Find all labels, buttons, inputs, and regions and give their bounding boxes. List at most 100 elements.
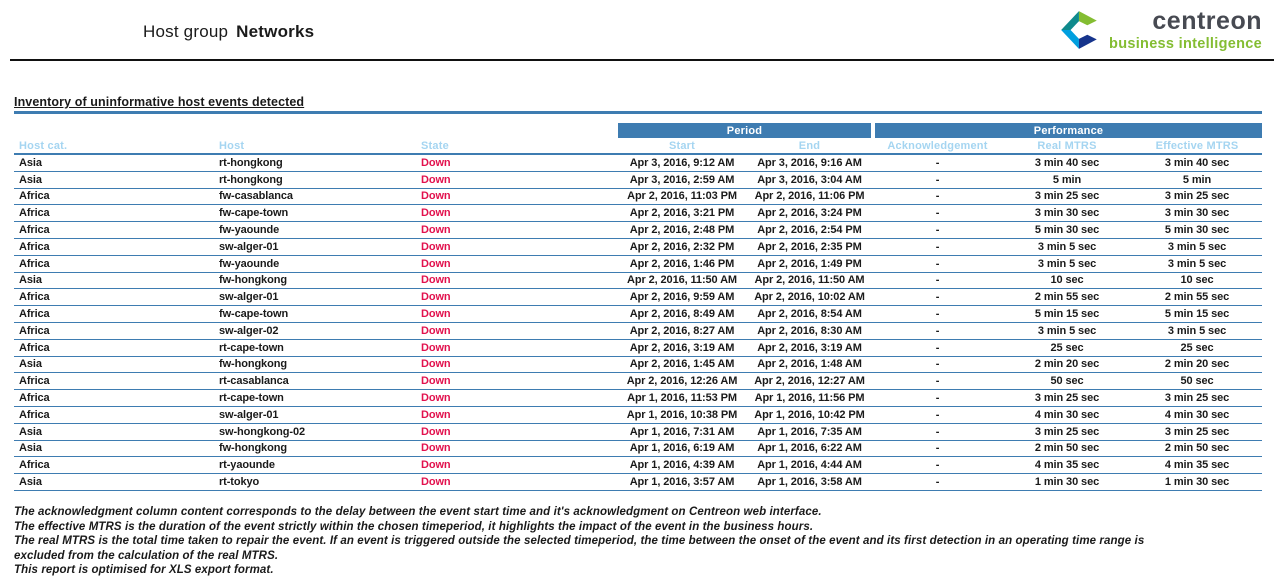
effective-mtrs-cell: 3 min 5 sec bbox=[1132, 238, 1263, 256]
host-category-cell: Africa bbox=[14, 238, 214, 256]
host-cell: fw-hongkong bbox=[214, 440, 416, 458]
effective-mtrs-cell: 3 min 25 sec bbox=[1132, 188, 1263, 206]
start-cell: Apr 1, 2016, 7:31 AM bbox=[618, 423, 746, 441]
column-header-state: State bbox=[416, 138, 618, 155]
table-row: Asia sw-hongkong-02 Down Apr 1, 2016, 7:31 … bbox=[14, 423, 1263, 441]
effective-mtrs-cell: 1 min 30 sec bbox=[1132, 473, 1263, 491]
end-cell: Apr 2, 2016, 11:50 AM bbox=[746, 272, 873, 290]
state-cell: Down bbox=[416, 154, 618, 172]
acknowledgement-cell: - bbox=[873, 322, 1002, 340]
table-row: Africa rt-cape-town Down Apr 2, 2016, 3:19 … bbox=[14, 339, 1263, 357]
real-mtrs-cell: 2 min 20 sec bbox=[1002, 356, 1132, 374]
footnote-effective-mtrs: The effective MTRS is the duration of th… bbox=[14, 520, 814, 533]
acknowledgement-cell: - bbox=[873, 272, 1002, 290]
state-cell: Down bbox=[416, 356, 618, 374]
footnote-real-mtrs: The real MTRS is the total time taken to… bbox=[14, 535, 1145, 562]
page-title-prefix: Host group bbox=[143, 22, 229, 41]
state-cell: Down bbox=[416, 221, 618, 239]
start-cell: Apr 2, 2016, 11:50 AM bbox=[618, 272, 746, 290]
host-cell: rt-tokyo bbox=[214, 473, 416, 491]
table-row: Asia fw-hongkong Down Apr 1, 2016, 6:19 AM A… bbox=[14, 440, 1263, 458]
effective-mtrs-cell: 5 min 30 sec bbox=[1132, 221, 1263, 239]
host-cell: fw-yaounde bbox=[214, 221, 416, 239]
effective-mtrs-cell: 2 min 50 sec bbox=[1132, 440, 1263, 458]
acknowledgement-cell: - bbox=[873, 204, 1002, 223]
host-category-cell: Africa bbox=[14, 188, 214, 206]
host-category-cell: Asia bbox=[14, 272, 214, 290]
host-category-cell: Africa bbox=[14, 322, 214, 340]
end-cell: Apr 2, 2016, 1:49 PM bbox=[746, 255, 873, 273]
state-cell: Down bbox=[416, 171, 618, 189]
effective-mtrs-cell: 4 min 30 sec bbox=[1132, 406, 1263, 424]
table-row: Asia fw-hongkong Down Apr 2, 2016, 1:45 AM A… bbox=[14, 356, 1263, 374]
acknowledgement-cell: - bbox=[873, 305, 1002, 323]
real-mtrs-cell: 5 min bbox=[1002, 171, 1132, 189]
end-cell: Apr 1, 2016, 4:44 AM bbox=[746, 456, 873, 475]
table-row: Africa sw-alger-01 Down Apr 2, 2016, 9:59 A… bbox=[14, 288, 1263, 307]
period-group-header: Period bbox=[618, 123, 873, 138]
effective-mtrs-cell: 2 min 55 sec bbox=[1132, 288, 1263, 307]
host-category-cell: Asia bbox=[14, 440, 214, 458]
end-cell: Apr 1, 2016, 6:22 AM bbox=[746, 440, 873, 458]
real-mtrs-cell: 3 min 30 sec bbox=[1002, 204, 1132, 223]
end-cell: Apr 1, 2016, 7:35 AM bbox=[746, 423, 873, 441]
host-category-cell: Asia bbox=[14, 356, 214, 374]
host-category-cell: Africa bbox=[14, 406, 214, 424]
host-cell: rt-hongkong bbox=[214, 154, 416, 172]
table-row: Africa rt-cape-town Down Apr 1, 2016, 11:53… bbox=[14, 389, 1263, 407]
real-mtrs-cell: 3 min 5 sec bbox=[1002, 238, 1132, 256]
host-cell: rt-cape-town bbox=[214, 339, 416, 357]
acknowledgement-cell: - bbox=[873, 473, 1002, 491]
host-category-cell: Africa bbox=[14, 221, 214, 239]
host-cell: fw-yaounde bbox=[214, 255, 416, 273]
acknowledgement-cell: - bbox=[873, 238, 1002, 256]
start-cell: Apr 2, 2016, 9:59 AM bbox=[618, 288, 746, 307]
column-header-effective-mtrs: Effective MTRS bbox=[1132, 138, 1263, 155]
column-header-row: Host cat. Host State Start End Acknowled… bbox=[14, 138, 1263, 155]
state-cell: Down bbox=[416, 255, 618, 273]
report-header: Host group Networks centreon business int… bbox=[10, 0, 1274, 61]
page-title-hostgroup: Networks bbox=[236, 22, 315, 41]
real-mtrs-cell: 50 sec bbox=[1002, 372, 1132, 391]
acknowledgement-cell: - bbox=[873, 389, 1002, 407]
column-header-start: Start bbox=[618, 138, 746, 155]
table-row: Africa fw-casablanca Down Apr 2, 2016, 11:0… bbox=[14, 188, 1263, 206]
centreon-logo-tagline: business intelligence bbox=[1109, 35, 1262, 52]
start-cell: Apr 3, 2016, 2:59 AM bbox=[618, 171, 746, 189]
state-cell: Down bbox=[416, 238, 618, 256]
state-cell: Down bbox=[416, 288, 618, 307]
state-cell: Down bbox=[416, 204, 618, 223]
state-cell: Down bbox=[416, 322, 618, 340]
acknowledgement-cell: - bbox=[873, 356, 1002, 374]
table-row: Africa fw-yaounde Down Apr 2, 2016, 1:46 PM… bbox=[14, 255, 1263, 273]
real-mtrs-cell: 5 min 30 sec bbox=[1002, 221, 1132, 239]
host-cell: fw-cape-town bbox=[214, 305, 416, 323]
end-cell: Apr 2, 2016, 12:27 AM bbox=[746, 372, 873, 391]
host-category-cell: Africa bbox=[14, 389, 214, 407]
real-mtrs-cell: 3 min 25 sec bbox=[1002, 389, 1132, 407]
real-mtrs-cell: 3 min 5 sec bbox=[1002, 322, 1132, 340]
effective-mtrs-cell: 3 min 5 sec bbox=[1132, 322, 1263, 340]
column-header-end: End bbox=[746, 138, 873, 155]
real-mtrs-cell: 3 min 25 sec bbox=[1002, 423, 1132, 441]
acknowledgement-cell: - bbox=[873, 406, 1002, 424]
state-cell: Down bbox=[416, 423, 618, 441]
end-cell: Apr 2, 2016, 10:02 AM bbox=[746, 288, 873, 307]
real-mtrs-cell: 25 sec bbox=[1002, 339, 1132, 357]
host-cell: fw-cape-town bbox=[214, 204, 416, 223]
end-cell: Apr 2, 2016, 8:30 AM bbox=[746, 322, 873, 340]
table-row: Asia rt-hongkong Down Apr 3, 2016, 9:12 AM A… bbox=[14, 154, 1263, 172]
page-title: Host group Networks bbox=[143, 22, 314, 42]
performance-group-header: Performance bbox=[870, 123, 1263, 138]
real-mtrs-cell: 2 min 55 sec bbox=[1002, 288, 1132, 307]
real-mtrs-cell: 4 min 35 sec bbox=[1002, 456, 1132, 475]
effective-mtrs-cell: 2 min 20 sec bbox=[1132, 356, 1263, 374]
centreon-logo-icon bbox=[1061, 11, 1097, 49]
real-mtrs-cell: 2 min 50 sec bbox=[1002, 440, 1132, 458]
host-category-cell: Africa bbox=[14, 372, 214, 391]
state-cell: Down bbox=[416, 389, 618, 407]
end-cell: Apr 2, 2016, 8:54 AM bbox=[746, 305, 873, 323]
host-category-cell: Africa bbox=[14, 339, 214, 357]
start-cell: Apr 2, 2016, 2:48 PM bbox=[618, 221, 746, 239]
effective-mtrs-cell: 3 min 30 sec bbox=[1132, 204, 1263, 223]
